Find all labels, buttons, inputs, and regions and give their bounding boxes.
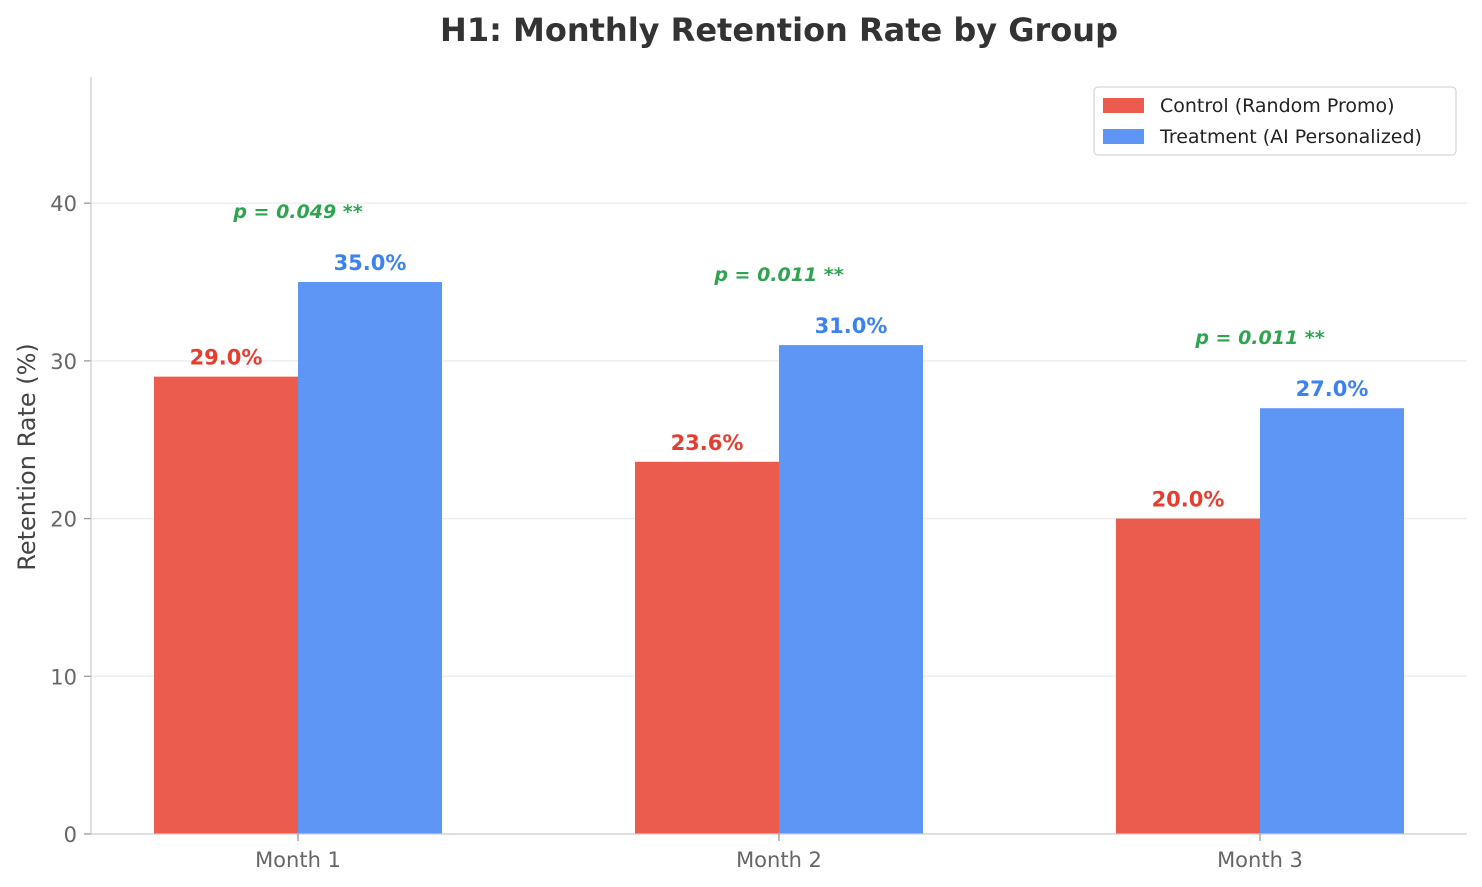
y-tick-label: 40 — [50, 192, 77, 216]
legend: Control (Random Promo) Treatment (AI Per… — [1093, 86, 1457, 156]
legend-swatch-control — [1103, 98, 1144, 113]
p-value-annotation: p = 0.011 ** — [713, 264, 843, 286]
bar-treatment — [1260, 408, 1404, 834]
y-axis-label: Retention Rate (%) — [13, 343, 41, 571]
bar-value-label: 23.6% — [671, 431, 744, 455]
y-tick-label: 20 — [50, 508, 77, 532]
bar-value-labels: 29.0% 23.6% 20.0% 35.0% 31.0% 27.0% — [190, 251, 1369, 512]
legend-swatch-treatment — [1103, 129, 1144, 144]
y-tick-label: 0 — [64, 823, 77, 847]
bar-control — [1116, 518, 1260, 834]
x-tick-label: Month 2 — [736, 848, 822, 872]
legend-box — [1093, 86, 1457, 156]
p-value-annotation: p = 0.049 ** — [232, 201, 362, 223]
x-tick-label: Month 1 — [255, 848, 341, 872]
bar-value-label: 20.0% — [1152, 488, 1225, 512]
legend-label-treatment: Treatment (AI Personalized) — [1159, 126, 1422, 148]
y-tick-label: 30 — [50, 350, 77, 374]
chart-title: H1: Monthly Retention Rate by Group — [440, 11, 1118, 49]
y-tick-label: 10 — [50, 665, 77, 689]
bar-treatment — [779, 345, 923, 834]
x-tick-label: Month 3 — [1217, 848, 1303, 872]
bar-treatment — [298, 282, 442, 834]
x-axis-ticks: Month 1 Month 2 Month 3 — [255, 834, 1303, 872]
legend-label-control: Control (Random Promo) — [1160, 95, 1395, 117]
p-value-annotation: p = 0.011 ** — [1194, 327, 1324, 349]
bar-value-label: 29.0% — [190, 346, 263, 370]
p-value-annotations: p = 0.049 ** p = 0.011 ** p = 0.011 ** — [232, 201, 1324, 349]
bar-value-label: 35.0% — [334, 251, 407, 275]
bar-value-label: 27.0% — [1296, 377, 1369, 401]
bars — [154, 282, 1404, 834]
bar-value-label: 31.0% — [815, 314, 888, 338]
y-axis-ticks: 0 10 20 30 40 — [50, 192, 91, 847]
bar-control — [635, 461, 779, 834]
bar-control — [154, 376, 298, 834]
